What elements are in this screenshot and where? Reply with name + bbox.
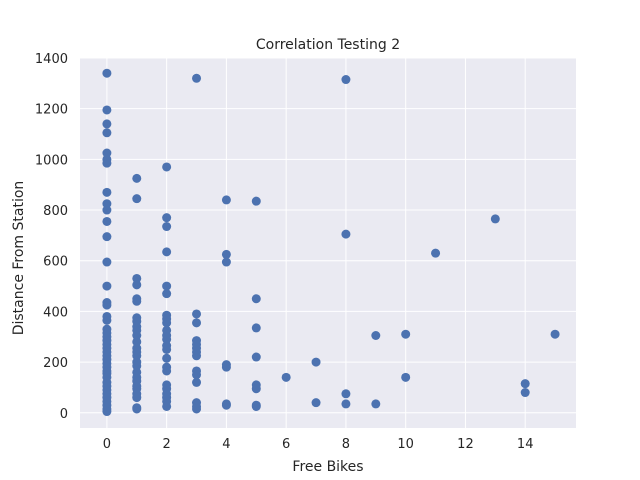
data-point (132, 331, 142, 340)
data-point (132, 361, 142, 371)
data-point (102, 216, 112, 226)
data-point (162, 318, 172, 328)
data-point (520, 388, 530, 398)
data-point (162, 222, 172, 232)
data-point (192, 404, 202, 414)
y-tick-label: 800 (43, 204, 68, 219)
y-tick-label: 1200 (35, 103, 68, 118)
data-point (251, 384, 261, 394)
y-axis-label: Distance From Station (11, 181, 27, 336)
data-point (221, 400, 231, 410)
data-point (221, 195, 231, 205)
data-point (251, 323, 261, 333)
data-point (102, 148, 112, 158)
data-point (401, 372, 411, 382)
data-point (102, 232, 112, 242)
data-point (251, 294, 261, 304)
data-point (251, 196, 261, 206)
y-tick-label: 600 (43, 255, 68, 270)
y-axis-ticks: 0 200 400 600 800 1000 1200 1400 (35, 52, 68, 422)
data-point (132, 404, 142, 414)
data-point (192, 318, 202, 328)
data-point (192, 73, 202, 83)
data-point (102, 187, 112, 197)
data-point (162, 401, 172, 411)
data-point (162, 289, 172, 299)
data-point (221, 249, 231, 259)
data-point (401, 329, 411, 339)
data-point (102, 257, 112, 267)
x-tick-label: 8 (342, 437, 350, 452)
data-point (102, 68, 112, 78)
data-point (341, 75, 351, 85)
x-tick-label: 2 (163, 437, 171, 452)
data-point (162, 334, 172, 344)
y-tick-label: 0 (60, 407, 68, 422)
data-point (311, 357, 321, 367)
x-tick-label: 10 (397, 437, 414, 452)
data-point (132, 393, 142, 403)
data-point (162, 162, 172, 172)
data-point (192, 370, 202, 380)
data-point (371, 399, 381, 409)
data-point (102, 407, 112, 417)
data-point (281, 372, 291, 382)
data-point (102, 128, 112, 138)
data-point (431, 248, 441, 258)
data-point (550, 329, 560, 339)
x-axis-ticks: 0 2 4 6 8 10 12 14 (103, 437, 534, 452)
data-point (102, 105, 112, 115)
data-point (132, 194, 142, 204)
chart-title: Correlation Testing 2 (256, 37, 400, 53)
data-point (192, 309, 202, 319)
x-tick-label: 6 (282, 437, 290, 452)
x-axis-label: Free Bikes (292, 459, 363, 475)
data-point (102, 119, 112, 129)
data-point (162, 213, 172, 223)
plot-area (80, 58, 576, 428)
data-point (341, 229, 351, 239)
data-point (132, 337, 142, 347)
data-point (102, 199, 112, 209)
data-point (162, 247, 172, 257)
data-point (102, 158, 112, 168)
data-point (102, 300, 112, 310)
data-point (132, 280, 142, 290)
data-point (311, 398, 321, 408)
x-tick-label: 12 (457, 437, 474, 452)
x-tick-label: 14 (517, 437, 534, 452)
data-point (251, 401, 261, 411)
data-point (162, 366, 172, 376)
grid-lines (80, 57, 576, 428)
data-point (341, 399, 351, 409)
y-tick-label: 400 (43, 305, 68, 320)
data-point (102, 205, 112, 215)
data-point (371, 331, 381, 340)
x-tick-label: 0 (103, 437, 111, 452)
data-point (490, 214, 500, 224)
data-point (162, 281, 172, 291)
data-point (520, 379, 530, 389)
data-point (341, 389, 351, 399)
data-point (192, 351, 202, 361)
data-point (162, 344, 172, 354)
data-point (132, 273, 142, 283)
data-point (132, 351, 142, 361)
data-point (132, 296, 142, 306)
data-point (251, 352, 261, 362)
data-point (102, 281, 112, 291)
data-point (132, 173, 142, 183)
y-tick-label: 200 (43, 356, 68, 371)
data-point (221, 257, 231, 267)
data-point (221, 362, 231, 372)
y-tick-label: 1400 (35, 52, 68, 67)
x-tick-label: 4 (222, 437, 230, 452)
y-tick-label: 1000 (35, 153, 68, 168)
data-points (102, 68, 560, 417)
data-point (102, 315, 112, 325)
data-point (162, 353, 172, 363)
data-point (192, 377, 202, 387)
